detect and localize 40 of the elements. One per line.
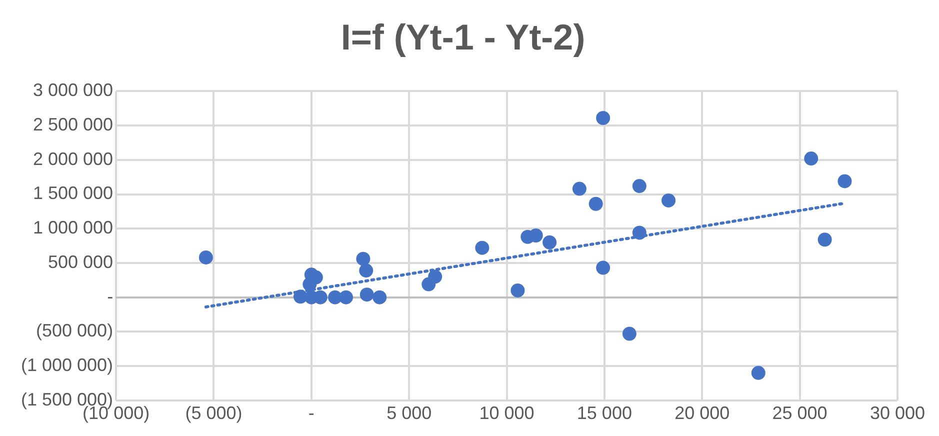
- point: [359, 264, 374, 278]
- point: [622, 326, 636, 341]
- chart-title: I=f (Yt-1 - Yt-2): [340, 16, 586, 58]
- x-tick-label: -: [308, 403, 314, 424]
- y-tick-label: (1 000 000): [20, 355, 114, 376]
- point: [372, 290, 387, 304]
- point: [596, 111, 610, 125]
- y-tick-label: (500 000): [36, 320, 114, 341]
- point: [804, 152, 818, 166]
- point: [588, 196, 603, 211]
- y-tick-label: 2 500 000: [32, 114, 114, 135]
- point: [818, 232, 832, 247]
- x-tick-label: (5 000): [185, 403, 242, 424]
- point: [751, 366, 766, 380]
- point: [356, 252, 370, 266]
- x-tick-label: 25 000: [772, 403, 828, 424]
- point: [528, 228, 543, 242]
- point: [572, 182, 586, 196]
- y-tick-label: 3 000 000: [32, 80, 114, 100]
- point: [475, 240, 490, 255]
- point: [838, 174, 852, 188]
- y-tick-label: 2 000 000: [32, 148, 114, 169]
- point: [596, 260, 610, 275]
- y-tick-label: 1 500 000: [32, 183, 114, 204]
- x-tick-label: 20 000: [674, 403, 730, 424]
- point: [338, 290, 353, 304]
- point: [632, 179, 646, 194]
- point: [510, 283, 525, 298]
- y-tick-label: 1 000 000: [32, 218, 114, 238]
- point: [662, 193, 676, 208]
- x-tick-label: 10 000: [479, 403, 534, 424]
- y-tick-label: 500 000: [48, 252, 114, 272]
- x-tick-label: 5 000: [386, 403, 432, 424]
- point: [428, 270, 442, 284]
- point: [198, 250, 213, 264]
- point: [542, 235, 557, 250]
- x-tick-label: 30 000: [870, 403, 926, 424]
- y-tick-label: -: [107, 286, 114, 306]
- x-tick-label: 15 000: [576, 403, 632, 424]
- point: [360, 288, 374, 302]
